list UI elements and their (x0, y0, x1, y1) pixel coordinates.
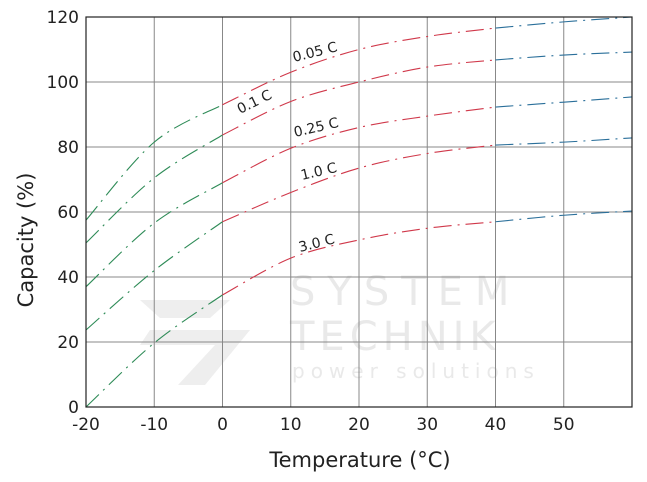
curves (85, 16, 633, 408)
curve-label: 0.1 C (235, 87, 275, 117)
y-tick-label: 80 (57, 138, 79, 158)
series-line-10C (495, 137, 633, 146)
series-line-025C (85, 182, 223, 288)
y-tick-label: 120 (47, 8, 79, 28)
watermark-line2: TECHNIK (289, 314, 501, 360)
x-tick-label: 0 (217, 415, 228, 435)
watermark-line1: SYSTEM (290, 269, 521, 315)
x-tick-labels: -20 -10 0 10 20 30 40 50 (72, 415, 574, 435)
series-line-025C (495, 96, 633, 108)
series-line-005C (85, 104, 223, 221)
series-line-30C (495, 210, 633, 223)
y-tick-label: 100 (47, 73, 79, 93)
curve-labels: 0.05 C 0.1 C 0.25 C 1.0 C 3.0 C (235, 39, 341, 256)
curve-label: 3.0 C (297, 231, 336, 255)
series-line-005C (495, 16, 633, 29)
y-tick-label: 40 (57, 268, 79, 288)
watermark-line3: power solutions (292, 359, 540, 383)
series-line-01C (495, 51, 633, 61)
curve-label: 0.25 C (292, 115, 340, 141)
x-tick-label: 50 (553, 415, 575, 435)
curve-label: 1.0 C (299, 160, 338, 184)
series-line-30C (222, 221, 496, 296)
curve-label: 0.05 C (291, 39, 339, 66)
x-tick-label: 10 (280, 415, 302, 435)
y-tick-labels: 0 20 40 60 80 100 120 (47, 8, 79, 418)
grid (86, 17, 632, 407)
plot-frame (85, 16, 633, 408)
series-line-005C (222, 27, 496, 106)
x-tick-label: -10 (140, 415, 168, 435)
series-line-025C (222, 106, 496, 184)
series-line-10C (222, 144, 496, 223)
y-tick-label: 60 (57, 203, 79, 223)
x-tick-label: 30 (416, 415, 438, 435)
series-line-01C (222, 59, 496, 136)
y-tick-label: 20 (57, 333, 79, 353)
y-tick-label: 0 (68, 398, 79, 418)
x-tick-label: 20 (348, 415, 370, 435)
y-axis-title: Capacity (%) (14, 173, 38, 308)
watermark-logo: SYSTEM TECHNIK power solutions (140, 269, 540, 385)
x-tick-label: -20 (72, 415, 100, 435)
x-tick-label: 40 (485, 415, 507, 435)
x-axis-title: Temperature (°C) (268, 448, 450, 472)
